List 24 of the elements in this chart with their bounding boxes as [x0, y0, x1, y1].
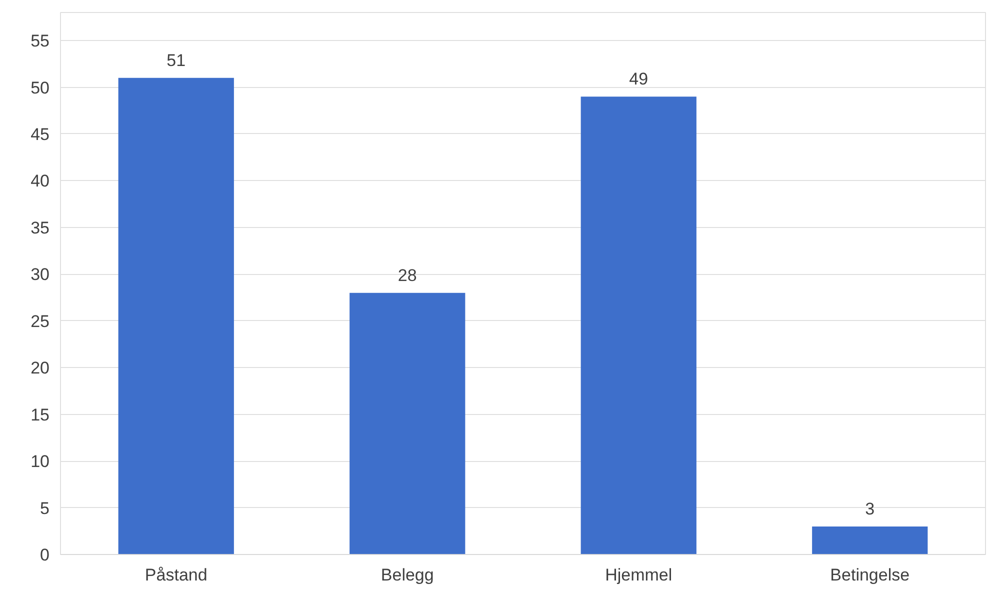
- bar: [118, 78, 234, 554]
- y-tick-label: 0: [40, 546, 50, 564]
- y-tick-label: 50: [30, 78, 50, 98]
- bar: [580, 96, 696, 554]
- x-tick-label: Påstand: [144, 566, 208, 584]
- x-tick-label: Hjemmel: [605, 566, 672, 584]
- x-tick-label: Belegg: [380, 566, 434, 584]
- bar: [812, 526, 928, 554]
- y-tick-label: 5: [40, 498, 50, 518]
- y-tick-label: 30: [30, 265, 50, 284]
- y-tick-label: 35: [30, 218, 50, 238]
- y-tick-label: 40: [30, 172, 50, 191]
- data-label: 51: [166, 50, 186, 70]
- x-tick-label: Betingelse: [830, 566, 910, 584]
- data-label: 3: [865, 499, 875, 518]
- y-tick-label: 10: [30, 452, 50, 472]
- data-label: 28: [398, 266, 417, 285]
- data-label: 49: [629, 70, 648, 89]
- y-tick-label: 45: [30, 124, 50, 144]
- bar: [350, 292, 466, 554]
- y-tick-label: 20: [30, 358, 50, 378]
- y-tick-label: 25: [30, 312, 50, 331]
- y-tick-label: 55: [30, 32, 50, 51]
- y-tick-label: 15: [30, 405, 50, 424]
